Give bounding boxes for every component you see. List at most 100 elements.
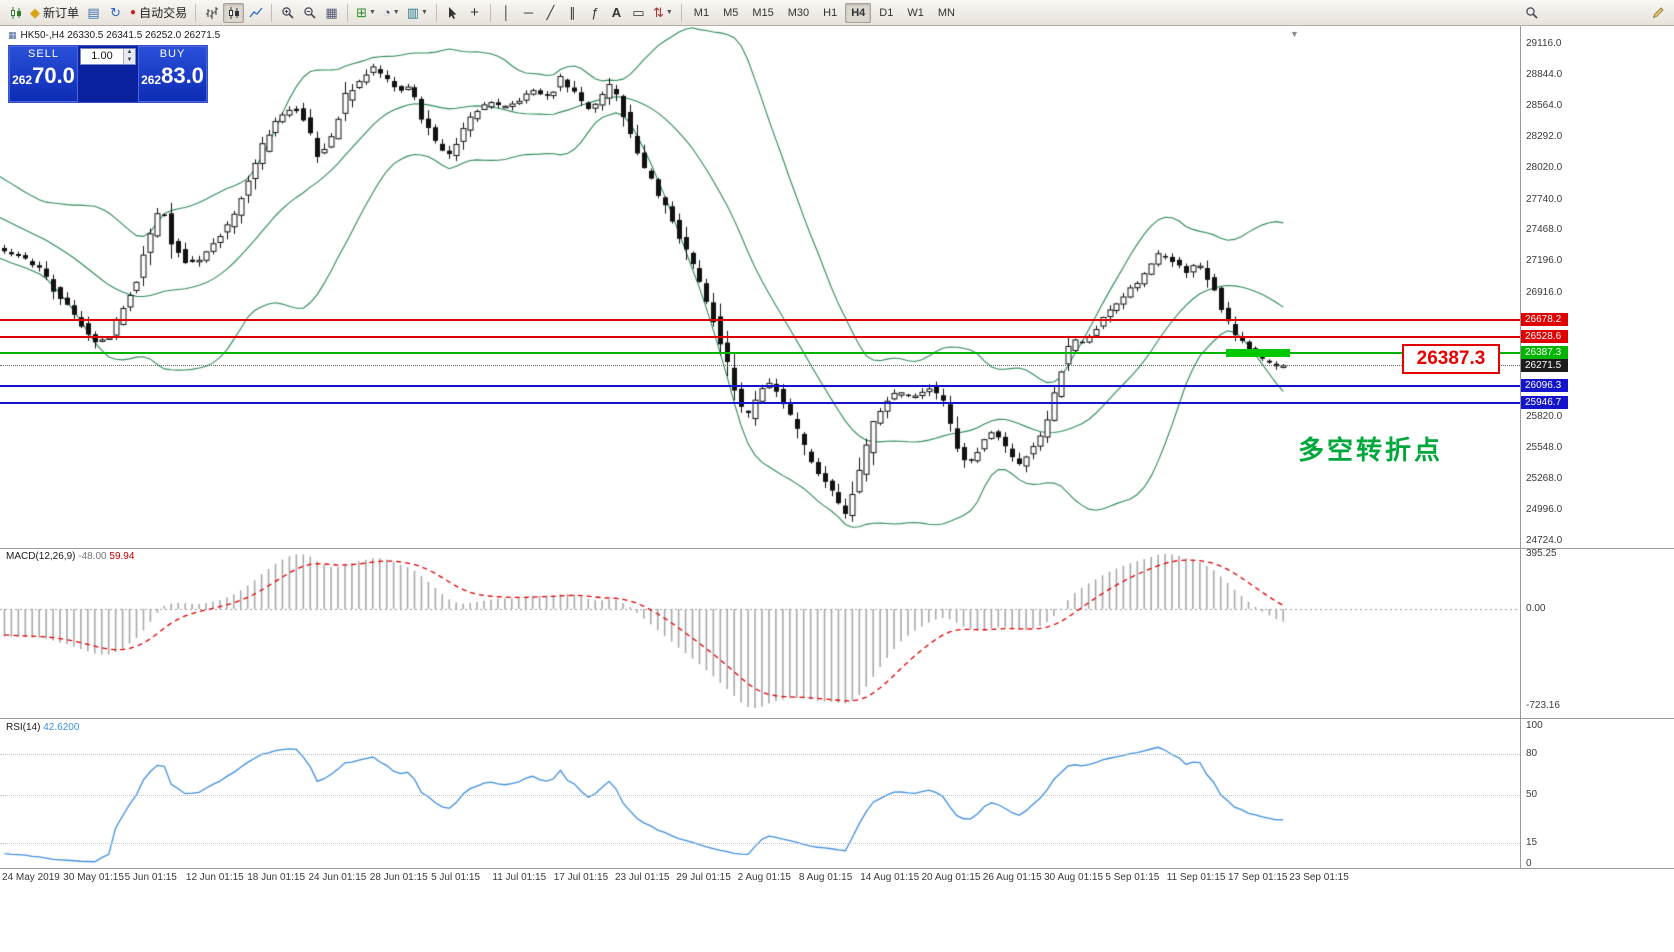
text-label-tool-button[interactable]: ▭: [628, 3, 649, 23]
date-axis-label: 17 Jul 01:15: [553, 872, 609, 883]
compose-button[interactable]: [1648, 3, 1669, 23]
volume-control: 1.00 ▲ ▼: [78, 46, 138, 102]
rsi-panel-separator[interactable]: [0, 718, 1674, 719]
date-axis-label: 18 Jun 01:15: [247, 872, 306, 883]
trendline-icon: ╱: [546, 5, 555, 20]
tile-windows-icon: ▦: [325, 5, 338, 20]
horizontal-line-tool-button[interactable]: ─: [518, 3, 539, 23]
timeframe-button-h4[interactable]: H4: [845, 2, 872, 23]
price-callout-box[interactable]: 26387.3: [1402, 344, 1500, 374]
bar-chart-button[interactable]: [201, 3, 222, 23]
rsi-name: RSI(14): [6, 722, 41, 733]
date-axis-label: 5 Jun 01:15: [124, 872, 177, 883]
search-button[interactable]: [1521, 3, 1542, 23]
date-axis-label: 12 Jun 01:15: [185, 872, 244, 883]
auto-trading-button[interactable]: ● 自动交易: [130, 6, 188, 20]
clock-icon: ◔: [382, 5, 391, 20]
chart-title-text: HK50-,H4 26330.5 26341.5 26252.0 26271.5: [20, 30, 221, 41]
macd-name: MACD(12,26,9): [6, 551, 76, 562]
crosshair-tool-button[interactable]: +: [464, 3, 485, 23]
timeframe-button-m5[interactable]: M5: [723, 6, 739, 19]
support-zone-highlight[interactable]: [1226, 349, 1290, 357]
line-chart-button[interactable]: [245, 3, 266, 23]
zoom-in-button[interactable]: [277, 3, 298, 23]
refresh-button[interactable]: ↻: [105, 3, 126, 23]
volume-spinner: ▲ ▼: [123, 49, 135, 64]
chart-shift-marker[interactable]: ▼: [1290, 29, 1299, 39]
date-axis-label: 29 Jul 01:15: [676, 872, 731, 883]
indicators-button[interactable]: ⊞ ▼: [353, 3, 379, 23]
tile-windows-button[interactable]: ▦: [321, 3, 342, 23]
vertical-line-icon: │: [502, 5, 511, 20]
profiles-button[interactable]: ▤: [83, 3, 104, 23]
macd-signal-value: 59.94: [109, 551, 135, 562]
horizontal-level-line[interactable]: [0, 401, 1520, 404]
candlestick-view-button[interactable]: [223, 2, 245, 23]
timeframe-button-w1[interactable]: W1: [907, 6, 924, 19]
horizontal-level-line[interactable]: [0, 351, 1520, 354]
timeframe-button-m15[interactable]: M15: [752, 6, 774, 19]
volume-decrement-button[interactable]: ▼: [124, 56, 135, 64]
macd-axis-min-label: -723.16: [1526, 700, 1560, 711]
new-order-button[interactable]: ◆ 新订单: [30, 5, 80, 20]
arrows-icon: ⇅: [652, 5, 664, 20]
buy-button[interactable]: BUY 262 83.0: [138, 46, 207, 102]
line-chart-icon: [249, 7, 263, 17]
date-axis-label: 14 Aug 01:15: [860, 872, 920, 883]
macd-panel-separator[interactable]: [0, 548, 1674, 549]
vertical-line-tool-button[interactable]: │: [496, 3, 517, 23]
date-axis-label: 17 Sep 01:15: [1228, 872, 1288, 883]
new-chart-button[interactable]: [5, 3, 26, 23]
chevron-down-icon: ▼: [421, 9, 428, 16]
channel-tool-button[interactable]: ∥: [562, 3, 583, 23]
timeframe-button-d1[interactable]: D1: [879, 6, 894, 19]
main-toolbar: ◆ 新订单 ▤ ↻ ● 自动交易 ▦ ⊞ ▼ ◔ ▼ ▥ ▼: [0, 0, 1674, 26]
text-icon: A: [611, 5, 622, 20]
volume-input[interactable]: 1.00 ▲ ▼: [80, 48, 136, 65]
chart-surface[interactable]: [0, 0, 1522, 870]
templates-button[interactable]: ▥ ▼: [404, 3, 431, 23]
price-axis-tick: 24724.0: [1526, 535, 1563, 546]
date-axis-label: 24 Jun 01:15: [308, 872, 367, 883]
price-axis-tick: 25548.0: [1526, 441, 1563, 453]
price-level-label: 26678.2: [1521, 312, 1568, 326]
timeframe-button-m30[interactable]: M30: [787, 6, 810, 19]
date-axis-label: 30 Aug 01:15: [1044, 872, 1104, 883]
horizontal-level-line[interactable]: [0, 335, 1520, 338]
indicators-icon: ⊞: [356, 5, 367, 20]
horizontal-line-icon: ─: [523, 5, 534, 20]
fibonacci-tool-button[interactable]: ƒ: [584, 3, 605, 23]
timeframe-button-m1[interactable]: M1: [693, 6, 710, 19]
timeframe-button-h1[interactable]: H1: [823, 6, 838, 19]
horizontal-level-line[interactable]: [0, 318, 1520, 321]
rsi-level-line: [0, 753, 1520, 755]
text-tool-button[interactable]: A: [606, 3, 627, 23]
volume-increment-button[interactable]: ▲: [124, 49, 135, 57]
chevron-down-icon: ▼: [392, 9, 400, 16]
date-axis-label: 2 Aug 01:15: [737, 872, 791, 883]
date-axis-label: 11 Sep 01:15: [1166, 872, 1226, 883]
date-axis-label: 28 Jun 01:15: [369, 872, 428, 883]
search-icon: [1525, 6, 1538, 19]
price-axis-tick: 28292.0: [1526, 131, 1563, 143]
pencil-icon: [1652, 7, 1664, 19]
arrows-tool-button[interactable]: ⇅ ▼: [650, 3, 676, 23]
bid-price-line[interactable]: [0, 364, 1520, 366]
periods-button[interactable]: ◔ ▼: [380, 3, 403, 23]
horizontal-level-line[interactable]: [0, 384, 1520, 387]
candlestick-view-icon: [228, 6, 239, 19]
trendline-tool-button[interactable]: ╱: [540, 3, 561, 23]
date-axis-label: 23 Jul 01:15: [615, 872, 670, 883]
candlestick-chart-icon: [10, 6, 21, 19]
sell-button[interactable]: SELL 262 70.0: [9, 46, 78, 102]
toolbar-separator: [271, 3, 273, 22]
price-level-label: 26528.6: [1521, 329, 1568, 343]
zoom-out-button[interactable]: [299, 3, 320, 23]
buy-price: 262 83.0: [141, 63, 204, 88]
turning-point-annotation[interactable]: 多空转折点: [1298, 435, 1444, 465]
rsi-axis-label: 0: [1526, 858, 1532, 869]
timeframe-button-mn[interactable]: MN: [937, 6, 955, 19]
cursor-tool-button[interactable]: [442, 3, 463, 23]
template-icon: ▥: [406, 5, 420, 20]
date-axis-label: 11 Jul 01:15: [492, 872, 547, 883]
